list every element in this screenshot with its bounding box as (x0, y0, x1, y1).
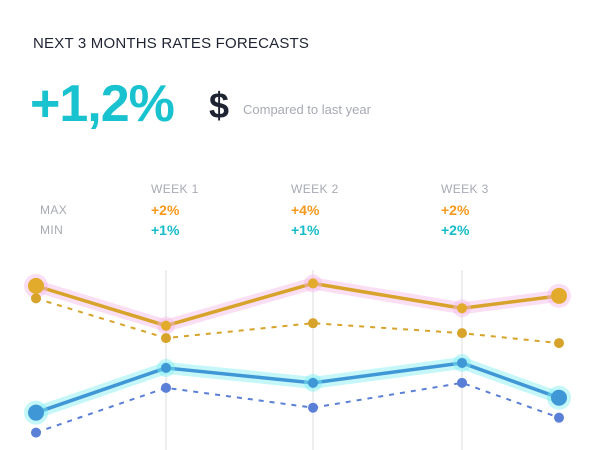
max-row-label: MAX (40, 203, 68, 217)
series-4-point-4 (457, 377, 467, 388)
series-2-point-4 (457, 328, 467, 339)
forecast-chart (24, 270, 571, 450)
week-2-header: WEEK 2 (291, 182, 339, 196)
week-3-min: +2% (441, 222, 470, 238)
dollar-icon: $ (209, 85, 230, 126)
series-2-point-1 (31, 293, 41, 304)
series-1-point-4 (457, 303, 467, 314)
week-1-min: +1% (151, 222, 180, 238)
series-2-point-2 (161, 333, 171, 344)
page-title: NEXT 3 MONTHS RATES FORECASTS (33, 35, 310, 52)
series-1-point-2 (161, 320, 171, 331)
series-3-point-5 (551, 389, 567, 406)
min-row-label: MIN (40, 223, 64, 237)
series-2-point-3 (308, 318, 318, 329)
series-4-point-2 (161, 382, 171, 393)
series-2-point-5 (554, 338, 564, 349)
series-3-point-4 (457, 357, 467, 368)
series-3-point-3 (308, 377, 318, 388)
series-2-line (35, 297, 560, 345)
week-1-header: WEEK 1 (151, 182, 199, 196)
series-1-point-1 (28, 277, 44, 294)
series-4-point-1 (31, 427, 41, 438)
series-4-line (35, 381, 560, 434)
week-3-header: WEEK 3 (441, 182, 489, 196)
series-4-point-5 (554, 412, 564, 423)
series-1-point-5 (551, 287, 567, 304)
week-2-min: +1% (291, 222, 320, 238)
series-3-point-1 (28, 404, 44, 421)
series-1-point-3 (308, 278, 318, 289)
week-2-max: +4% (291, 202, 320, 218)
series-4-point-3 (308, 402, 318, 413)
series-3-point-2 (161, 362, 171, 373)
week-3-max: +2% (441, 202, 470, 218)
comparison-label: Compared to last year (243, 102, 371, 117)
headline-value: +1,2% (30, 75, 175, 133)
week-1-max: +2% (151, 202, 180, 218)
